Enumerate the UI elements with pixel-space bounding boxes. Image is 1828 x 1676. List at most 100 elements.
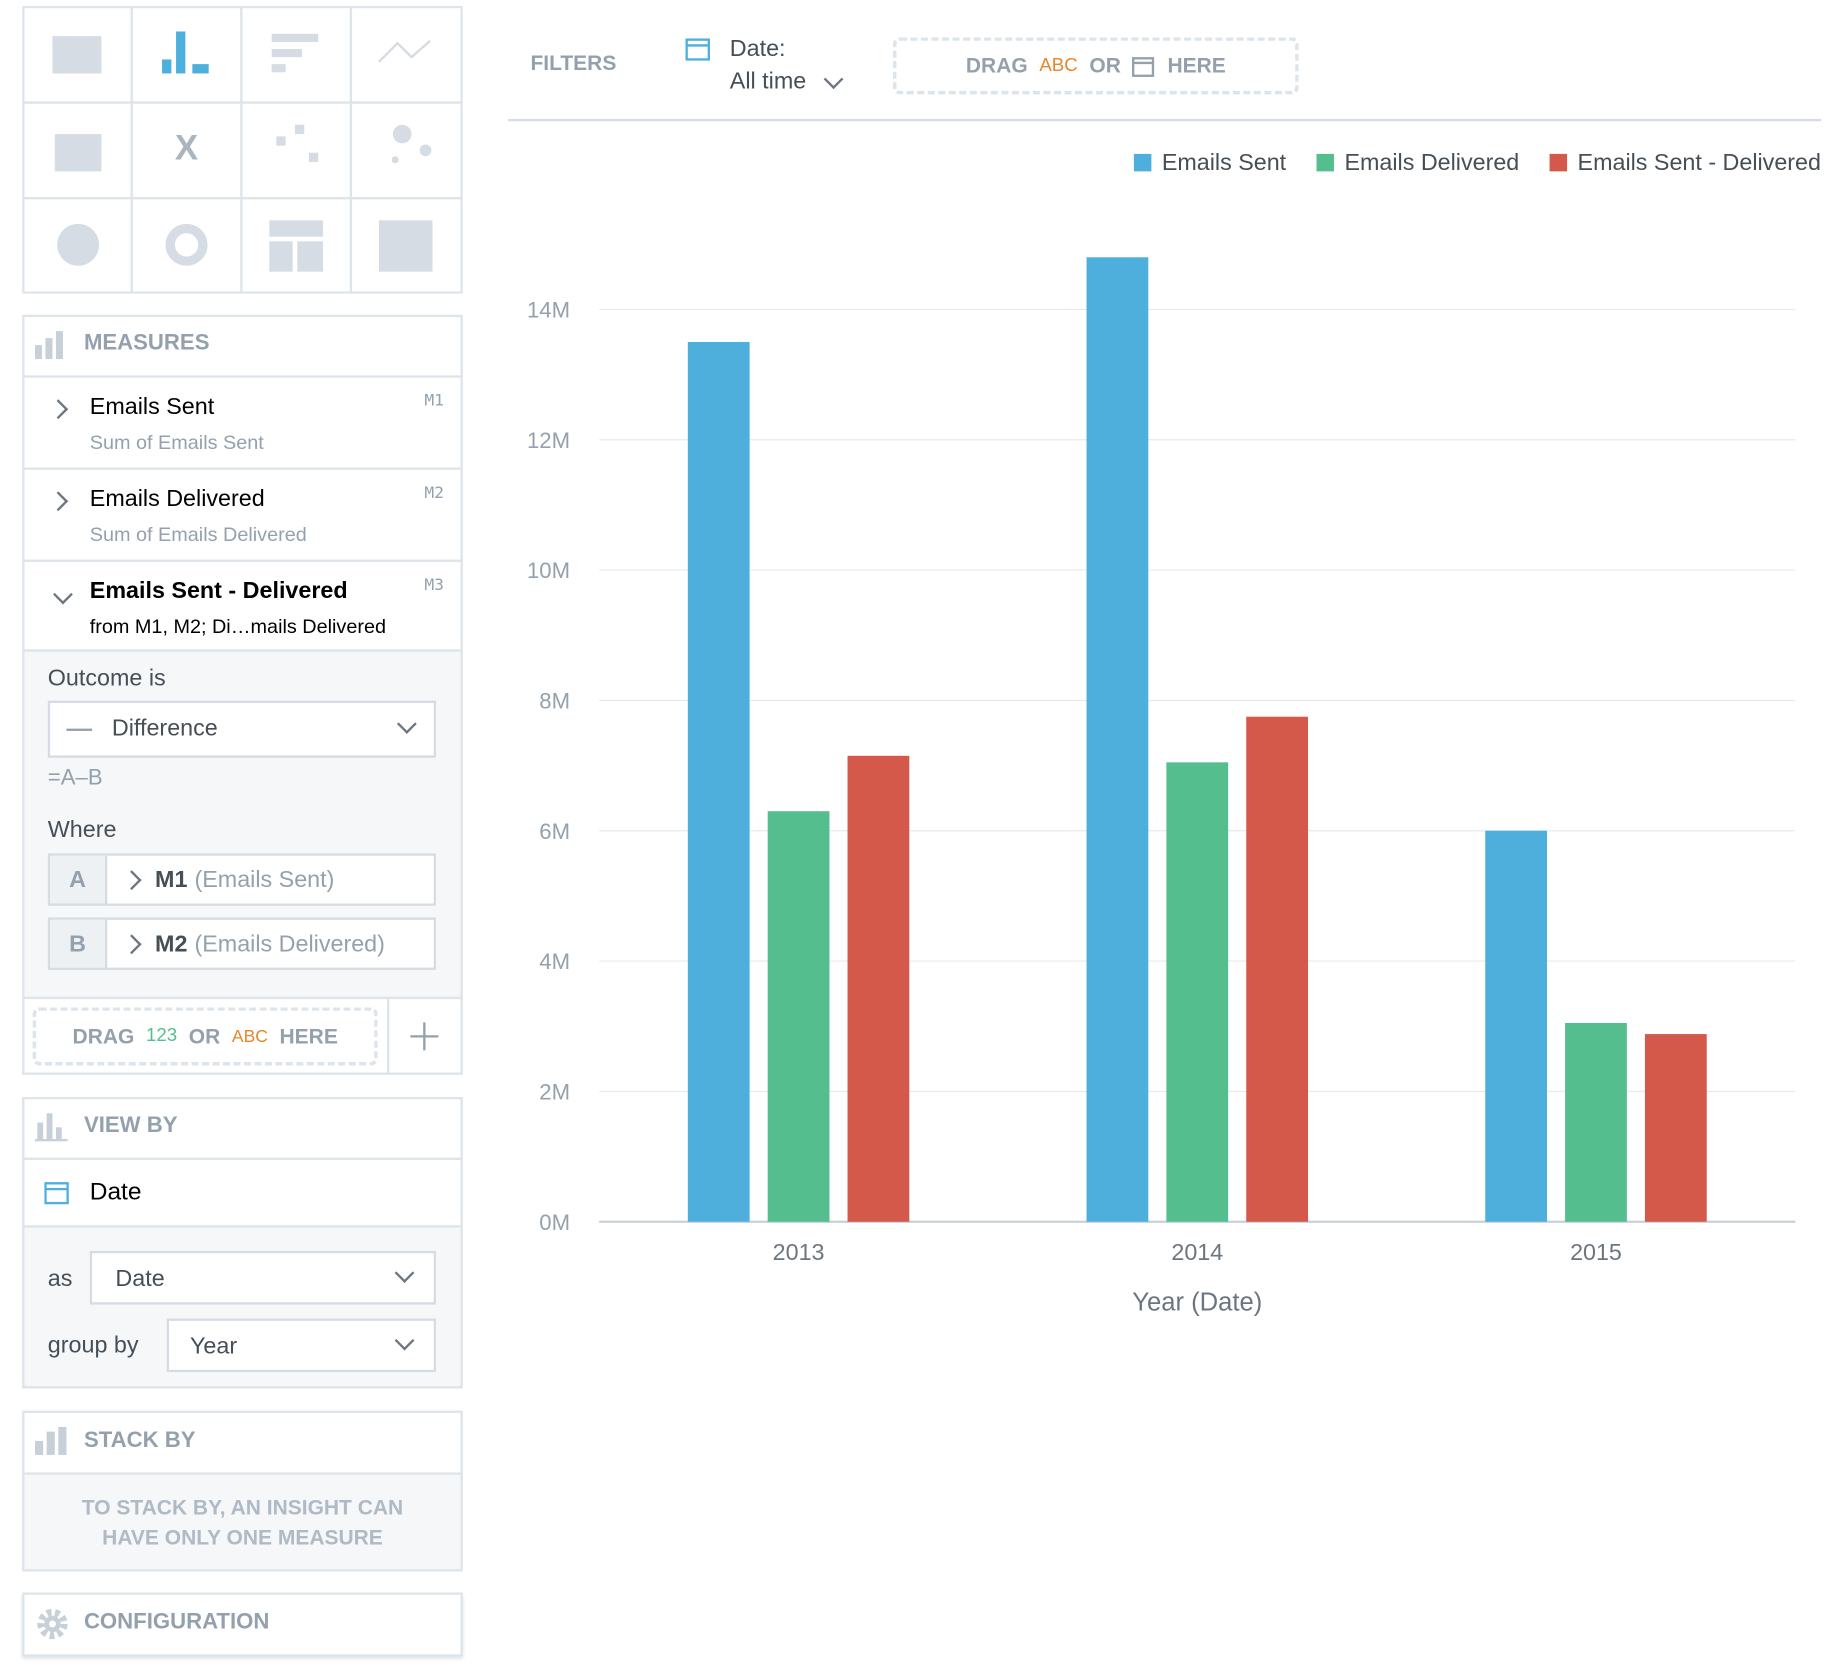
where-label: Where (47, 817, 117, 843)
chevron (121, 934, 142, 955)
divider (24, 1157, 461, 1160)
measure-id: M3 (424, 575, 445, 595)
where-id: M1 (155, 867, 188, 894)
stack-by-icon (34, 1426, 67, 1455)
measures-icon (34, 331, 63, 360)
y-tick-label: 8M (539, 689, 570, 714)
where-name: (Emails Delivered) (194, 931, 385, 958)
legend-swatch (1133, 153, 1152, 172)
stack-by-head (24, 1412, 461, 1475)
drag-text: HERE (1167, 53, 1226, 77)
group-by-dropdown[interactable]: Year (166, 1318, 437, 1373)
y-tick-label: 12M (527, 428, 570, 453)
divider (24, 559, 461, 562)
where-name: (Emails Sent) (194, 867, 335, 894)
legend-swatch (1549, 153, 1568, 172)
measure-detail: Sum of Emails Sent (89, 431, 264, 454)
measure-name[interactable]: Emails Sent - Delivered (89, 578, 348, 604)
configuration-panel[interactable] (22, 1592, 463, 1657)
where-letter-cell (50, 855, 108, 904)
x-tick-label: 2013 (773, 1239, 825, 1265)
date-filter-label[interactable]: Date: (729, 36, 786, 62)
filters-label: FILTERS (530, 51, 617, 75)
stack-by-note: TO STACK BY, AN INSIGHT CAN (81, 1495, 404, 1520)
view-by-icon (34, 1113, 68, 1142)
divider (24, 467, 461, 470)
add-button[interactable] (408, 1020, 441, 1053)
where-id: M2 (155, 931, 188, 958)
measure-id: M2 (424, 483, 445, 503)
outcome-label: Outcome is (47, 665, 166, 692)
y-tick-label: 14M (527, 298, 570, 323)
measure-detail: from M1, M2; Di…mails Delivered (89, 615, 387, 638)
drag-text: DRAG (72, 1024, 135, 1048)
drag-text: DRAG (965, 53, 1028, 77)
where-measure: M1 (Emails Sent) (155, 867, 334, 894)
bar (1565, 1022, 1627, 1222)
bar (1644, 1034, 1707, 1222)
calendar-icon (44, 1182, 69, 1205)
calendar-icon (1132, 56, 1155, 77)
attribute-tag: ABC (231, 1026, 268, 1047)
measure-name[interactable]: Emails Sent (89, 394, 215, 420)
group-by-value: Year (190, 1333, 238, 1360)
date-filter-value[interactable]: All time (729, 68, 807, 95)
chart-type-picker: X (22, 5, 463, 294)
divider (24, 996, 461, 1000)
bar (1086, 257, 1149, 1222)
bar (1485, 830, 1548, 1222)
gear-icon (37, 1608, 68, 1640)
where-letter: B (69, 931, 86, 958)
chevron (396, 714, 417, 734)
filter-drop-zone[interactable]: DRAG ABC OR HERE (893, 37, 1299, 95)
measure-detail: Sum of Emails Delivered (89, 523, 307, 546)
measure-name[interactable]: Emails Delivered (89, 486, 265, 512)
measures-title: MEASURES (83, 331, 210, 356)
drag-text: OR (1089, 53, 1121, 77)
x-axis-title: Year (Date) (1132, 1288, 1262, 1316)
chevron (394, 1330, 415, 1351)
stack-by-title: STACK BY (83, 1428, 196, 1453)
bar (847, 755, 910, 1222)
group-by-label: group by (47, 1332, 139, 1359)
legend-label: Emails Sent (1162, 149, 1287, 175)
svg-text:X: X (175, 129, 199, 168)
stack-by-note: HAVE ONLY ONE MEASURE (102, 1526, 383, 1550)
where-measure: M2 (Emails Delivered) (155, 931, 385, 958)
y-tick-label: 0M (539, 1210, 570, 1235)
bar (1246, 716, 1309, 1222)
y-tick-label: 4M (539, 949, 570, 974)
outcome-value: Difference (111, 715, 218, 742)
legend-label: Emails Sent - Delivered (1578, 149, 1821, 175)
as-value: Date (115, 1266, 165, 1292)
where-row[interactable]: A M1 (Emails Sent) (47, 853, 437, 906)
chevron (121, 870, 142, 891)
y-tick-label: 10M (527, 558, 570, 583)
where-letter: A (69, 867, 86, 894)
chevron (394, 1263, 415, 1283)
x-tick-label: 2014 (1171, 1239, 1223, 1265)
y-tick-label: 6M (539, 819, 570, 844)
configuration-title: CONFIGURATION (83, 1609, 270, 1635)
legend-label: Emails Delivered (1344, 149, 1519, 175)
where-letter-cell (50, 919, 108, 968)
drag-text: HERE (279, 1024, 338, 1048)
where-row[interactable]: B M2 (Emails Delivered) (47, 917, 437, 970)
view-by-head (24, 1099, 461, 1228)
calendar-icon (685, 38, 710, 61)
as-dropdown[interactable]: Date (89, 1250, 437, 1305)
measure-id: M1 (424, 391, 445, 411)
formula: =A–B (47, 765, 103, 791)
outcome-dropdown[interactable]: Difference (47, 700, 437, 758)
as-label: as (47, 1266, 73, 1292)
bar (767, 811, 830, 1222)
attribute-tag: ABC (1039, 55, 1078, 76)
bar (1166, 762, 1229, 1222)
y-tick-label: 2M (539, 1080, 570, 1105)
drag-text: OR (188, 1024, 221, 1048)
view-by-item: Date (89, 1178, 142, 1206)
measure-drop-zone[interactable]: DRAG 123 OR ABC HERE (32, 1007, 378, 1066)
